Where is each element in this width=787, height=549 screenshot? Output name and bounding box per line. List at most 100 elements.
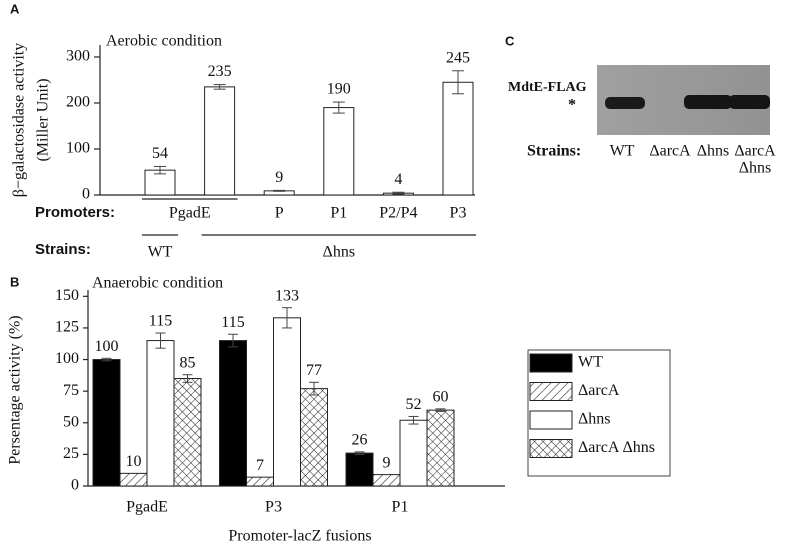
value-label: 85: [180, 354, 196, 371]
y-tick-label: 0: [71, 477, 79, 494]
legend-label: Δhns: [578, 411, 611, 428]
legend-swatch: [529, 353, 573, 373]
legend-label: ΔarcA: [578, 382, 620, 399]
x-tick-label: P1: [392, 499, 409, 516]
legend-swatch: [529, 382, 573, 401]
value-label: 60: [433, 389, 449, 406]
legend-label: WT: [578, 354, 603, 371]
bar: [146, 340, 175, 487]
error-bar: [154, 165, 166, 175]
categories-label: P3: [450, 205, 467, 222]
value-label: 52: [406, 396, 422, 413]
lane-label: ΔarcA: [649, 143, 691, 160]
lane-label: Δhns: [697, 143, 730, 160]
bar: [426, 409, 455, 487]
value-label: 115: [149, 313, 172, 330]
y-tick-label: 75: [63, 382, 79, 399]
y-tick-label: 0: [82, 186, 90, 203]
value-label: 235: [208, 63, 232, 80]
value-label: 9: [275, 169, 283, 186]
bar: [300, 388, 328, 487]
categories-label: P2/P4: [379, 205, 417, 222]
bar: [399, 419, 428, 487]
value-label: 26: [352, 432, 368, 449]
band-marker: *: [568, 97, 576, 114]
lane-label: Δhns: [739, 160, 772, 177]
bar: [219, 340, 247, 487]
error-bar: [228, 333, 238, 348]
panel-label: B: [10, 274, 19, 289]
bar: [204, 86, 236, 196]
y-tick-label: 150: [55, 287, 79, 304]
categories-label: P1: [330, 205, 347, 222]
value-label: 115: [221, 314, 244, 331]
legend-swatch: [529, 439, 573, 458]
value-label: 190: [327, 81, 351, 98]
error-bar: [408, 415, 419, 425]
value-label: 100: [95, 338, 119, 355]
value-label: 54: [152, 145, 168, 162]
lane-label: WT: [610, 143, 635, 160]
error-bar: [273, 189, 286, 192]
error-bar: [392, 191, 405, 195]
bar: [173, 378, 202, 487]
error-bar: [354, 451, 365, 455]
panel-label: C: [505, 33, 515, 48]
value-label: 10: [126, 453, 142, 470]
bar: [323, 107, 355, 196]
error-bar: [155, 332, 166, 349]
blot-band: [729, 95, 770, 109]
strains-label: WT: [148, 244, 173, 261]
x-axis-title: Promoter-lacZ fusions: [228, 528, 371, 545]
value-label: 245: [446, 49, 470, 66]
error-bar: [213, 84, 226, 90]
annotation: Anaerobic condition: [92, 275, 223, 292]
x-tick-label: P3: [265, 499, 282, 516]
bar: [246, 476, 274, 487]
error-bar: [332, 101, 345, 114]
y-axis-title: (Miller Unit): [35, 78, 52, 161]
strains-label: Δhns: [323, 244, 356, 261]
bar: [345, 452, 374, 487]
y-axis-title: Persentage activity (%): [7, 315, 24, 464]
categories-label: PgadE: [169, 205, 211, 222]
y-axis-title: β−galactosidase activity: [11, 43, 28, 197]
annotation: Aerobic condition: [106, 33, 222, 50]
legend-label: ΔarcA Δhns: [578, 439, 655, 456]
band-label: MdtE-FLAG: [508, 80, 587, 95]
legend-swatch: [529, 410, 573, 430]
row-label: Strains:: [527, 143, 581, 160]
value-label: 4: [394, 171, 402, 188]
blot-band: [684, 95, 732, 109]
bar: [119, 472, 148, 487]
y-tick-label: 25: [63, 445, 79, 462]
panel-label: A: [10, 1, 20, 16]
bar: [92, 359, 121, 487]
categories-label: P: [275, 205, 284, 222]
y-tick-label: 200: [66, 94, 90, 111]
y-tick-label: 50: [63, 413, 79, 430]
blot-band: [605, 97, 645, 109]
bar: [372, 474, 401, 487]
row-label: Promoters:: [35, 204, 115, 221]
bar: [273, 317, 301, 487]
value-label: 7: [256, 457, 264, 474]
y-tick-label: 300: [66, 48, 90, 65]
value-label: 133: [275, 287, 299, 304]
y-tick-label: 125: [55, 319, 79, 336]
value-label: 9: [383, 454, 391, 471]
lane-label: ΔarcA: [734, 143, 776, 160]
error-bar: [435, 408, 446, 412]
value-label: 77: [306, 362, 322, 379]
error-bar: [452, 70, 464, 95]
error-bar: [182, 374, 193, 383]
error-bar: [101, 357, 112, 362]
error-bar: [282, 307, 292, 329]
error-bar: [309, 381, 319, 396]
y-tick-label: 100: [66, 140, 90, 157]
y-tick-label: 100: [55, 350, 79, 367]
row-label: Strains:: [35, 241, 91, 258]
bar: [442, 81, 474, 196]
x-tick-label: PgadE: [126, 499, 168, 516]
